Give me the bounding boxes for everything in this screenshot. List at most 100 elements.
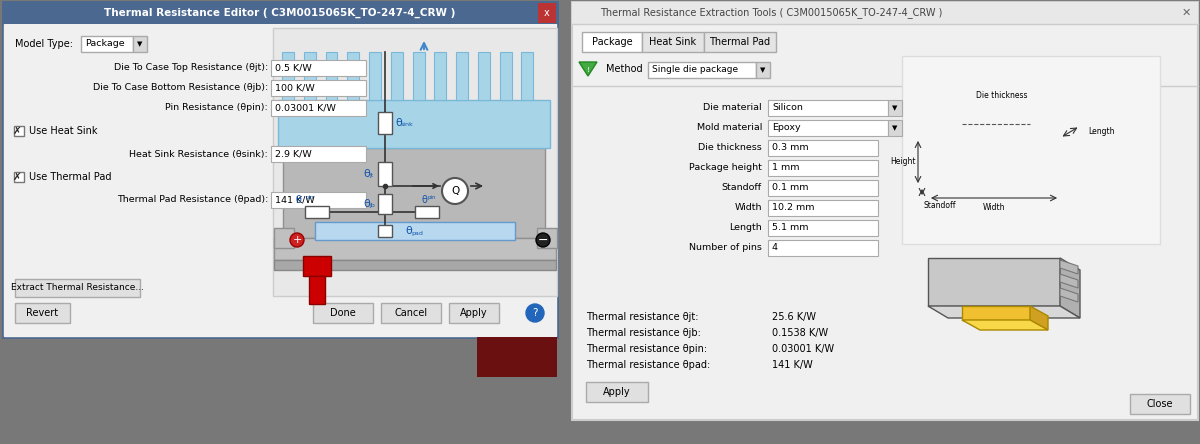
Bar bbox=[271, 192, 366, 208]
Text: Extract Thermal Resistance...: Extract Thermal Resistance... bbox=[11, 284, 144, 293]
Bar bbox=[378, 112, 392, 134]
Text: Die material: Die material bbox=[703, 103, 762, 112]
Text: Standoff: Standoff bbox=[924, 201, 956, 210]
Text: ▼: ▼ bbox=[893, 105, 898, 111]
Text: Height: Height bbox=[890, 158, 916, 166]
Bar bbox=[14, 279, 140, 297]
Bar bbox=[538, 228, 557, 248]
Bar bbox=[274, 28, 557, 296]
Bar bbox=[271, 80, 366, 96]
Text: Pin Resistance (θpin):: Pin Resistance (θpin): bbox=[166, 103, 268, 112]
Bar bbox=[14, 303, 70, 323]
Bar bbox=[314, 222, 515, 240]
Text: Standoff: Standoff bbox=[722, 183, 762, 193]
Text: 0.1538 K/W: 0.1538 K/W bbox=[772, 328, 828, 338]
Bar bbox=[902, 56, 1160, 244]
Text: +: + bbox=[293, 235, 301, 245]
Text: sink: sink bbox=[401, 123, 414, 127]
Text: jb: jb bbox=[370, 203, 374, 209]
Text: 0.5 K/W: 0.5 K/W bbox=[275, 63, 312, 72]
Polygon shape bbox=[1060, 258, 1080, 318]
Bar bbox=[313, 303, 373, 323]
Bar bbox=[302, 256, 331, 276]
Bar bbox=[704, 32, 776, 52]
Bar bbox=[888, 100, 902, 116]
Bar bbox=[888, 120, 902, 136]
Text: pin: pin bbox=[305, 194, 313, 199]
Text: Length: Length bbox=[1088, 127, 1115, 136]
Bar bbox=[413, 52, 425, 100]
Polygon shape bbox=[962, 320, 1048, 330]
Text: Package height: Package height bbox=[689, 163, 762, 173]
Text: Thermal resistance θjb:: Thermal resistance θjb: bbox=[586, 328, 701, 338]
Bar bbox=[768, 120, 888, 136]
Bar bbox=[391, 52, 403, 100]
Bar bbox=[2, 2, 557, 24]
Text: 0.3 mm: 0.3 mm bbox=[772, 143, 809, 152]
Text: Die To Case Bottom Resistance (θjb):: Die To Case Bottom Resistance (θjb): bbox=[92, 83, 268, 92]
Text: 5.1 mm: 5.1 mm bbox=[772, 223, 809, 233]
Bar bbox=[648, 62, 756, 78]
Bar bbox=[768, 200, 878, 216]
Text: !: ! bbox=[587, 67, 589, 73]
Bar bbox=[282, 52, 294, 100]
Text: pad: pad bbox=[410, 231, 422, 237]
Bar bbox=[582, 32, 642, 52]
Bar bbox=[768, 160, 878, 176]
Bar bbox=[572, 2, 1198, 420]
Bar bbox=[768, 240, 878, 256]
Bar bbox=[271, 100, 366, 116]
Bar bbox=[82, 36, 133, 52]
Bar bbox=[478, 52, 490, 100]
Text: 1 mm: 1 mm bbox=[772, 163, 799, 173]
Text: Thermal resistance θpin:: Thermal resistance θpin: bbox=[586, 344, 707, 354]
Text: θ: θ bbox=[406, 226, 412, 236]
Bar bbox=[278, 100, 550, 148]
Text: 2.9 K/W: 2.9 K/W bbox=[275, 150, 312, 159]
Text: ✕: ✕ bbox=[1181, 8, 1190, 18]
Text: Close: Close bbox=[1147, 399, 1174, 409]
Text: 141 K/W: 141 K/W bbox=[772, 360, 812, 370]
Text: Q: Q bbox=[451, 186, 460, 196]
Bar bbox=[768, 180, 878, 196]
Bar bbox=[756, 62, 770, 78]
Text: Package: Package bbox=[592, 37, 632, 47]
Text: ▼: ▼ bbox=[137, 41, 143, 47]
Bar bbox=[133, 36, 148, 52]
Bar bbox=[271, 146, 366, 162]
Text: Mold material: Mold material bbox=[697, 123, 762, 132]
Bar bbox=[434, 52, 446, 100]
Bar bbox=[378, 225, 392, 237]
Text: Thermal resistance θjt:: Thermal resistance θjt: bbox=[586, 312, 698, 322]
Bar bbox=[325, 52, 337, 100]
Polygon shape bbox=[962, 306, 1030, 320]
Text: Package: Package bbox=[85, 40, 125, 48]
Bar bbox=[274, 260, 556, 270]
Bar bbox=[586, 382, 648, 402]
Bar bbox=[499, 52, 511, 100]
Text: 10.2 mm: 10.2 mm bbox=[772, 203, 815, 213]
Bar bbox=[572, 2, 1198, 24]
Text: ?: ? bbox=[533, 308, 538, 318]
Bar bbox=[378, 162, 392, 186]
Circle shape bbox=[536, 233, 550, 247]
Bar bbox=[538, 3, 556, 23]
Bar bbox=[347, 52, 359, 100]
Text: 0.03001 K/W: 0.03001 K/W bbox=[772, 344, 834, 354]
Text: Epoxy: Epoxy bbox=[772, 123, 800, 132]
Text: θ: θ bbox=[295, 195, 301, 205]
Text: x: x bbox=[544, 8, 550, 18]
Bar bbox=[456, 52, 468, 100]
Bar bbox=[378, 194, 392, 214]
Bar bbox=[478, 337, 557, 377]
Text: 0.03001 K/W: 0.03001 K/W bbox=[275, 103, 336, 112]
Text: Use Heat Sink: Use Heat Sink bbox=[29, 126, 97, 136]
Bar bbox=[415, 206, 439, 218]
Polygon shape bbox=[1060, 274, 1078, 288]
Text: Apply: Apply bbox=[604, 387, 631, 397]
Bar bbox=[768, 220, 878, 236]
Text: Width: Width bbox=[983, 202, 1006, 211]
Bar bbox=[768, 140, 878, 156]
Text: 141 K/W: 141 K/W bbox=[275, 195, 314, 205]
Text: Thermal Resistance Editor ( C3M0015065K_TO-247-4_CRW ): Thermal Resistance Editor ( C3M0015065K_… bbox=[104, 8, 456, 18]
